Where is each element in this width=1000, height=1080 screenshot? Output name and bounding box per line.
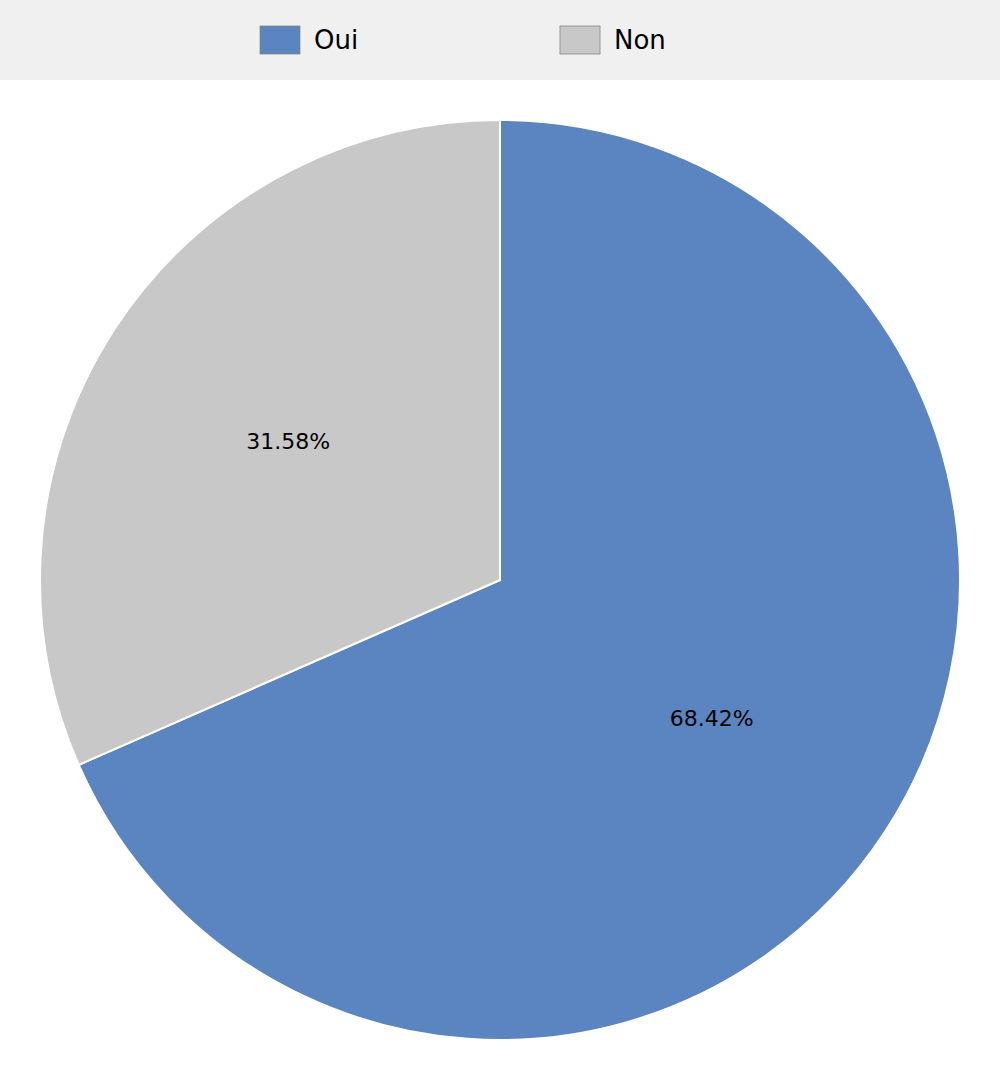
legend-label: Non [614,25,666,55]
legend-label: Oui [314,25,358,55]
legend-swatch [260,26,300,54]
legend-background [0,0,1000,80]
legend-item: Oui [260,25,358,55]
data-label: 31.58% [246,429,330,454]
legend: Oui Non [0,0,1000,80]
data-label: 68.42% [670,706,754,731]
pie: 68.42% 31.58% [40,120,960,1040]
slice [40,120,500,765]
legend-item: Non [560,25,666,55]
slices [40,120,960,1040]
data-labels: 68.42% 31.58% [246,429,754,731]
chart: Oui Non 68.42% 31.58% [0,0,1000,1080]
legend-swatch [560,26,600,54]
